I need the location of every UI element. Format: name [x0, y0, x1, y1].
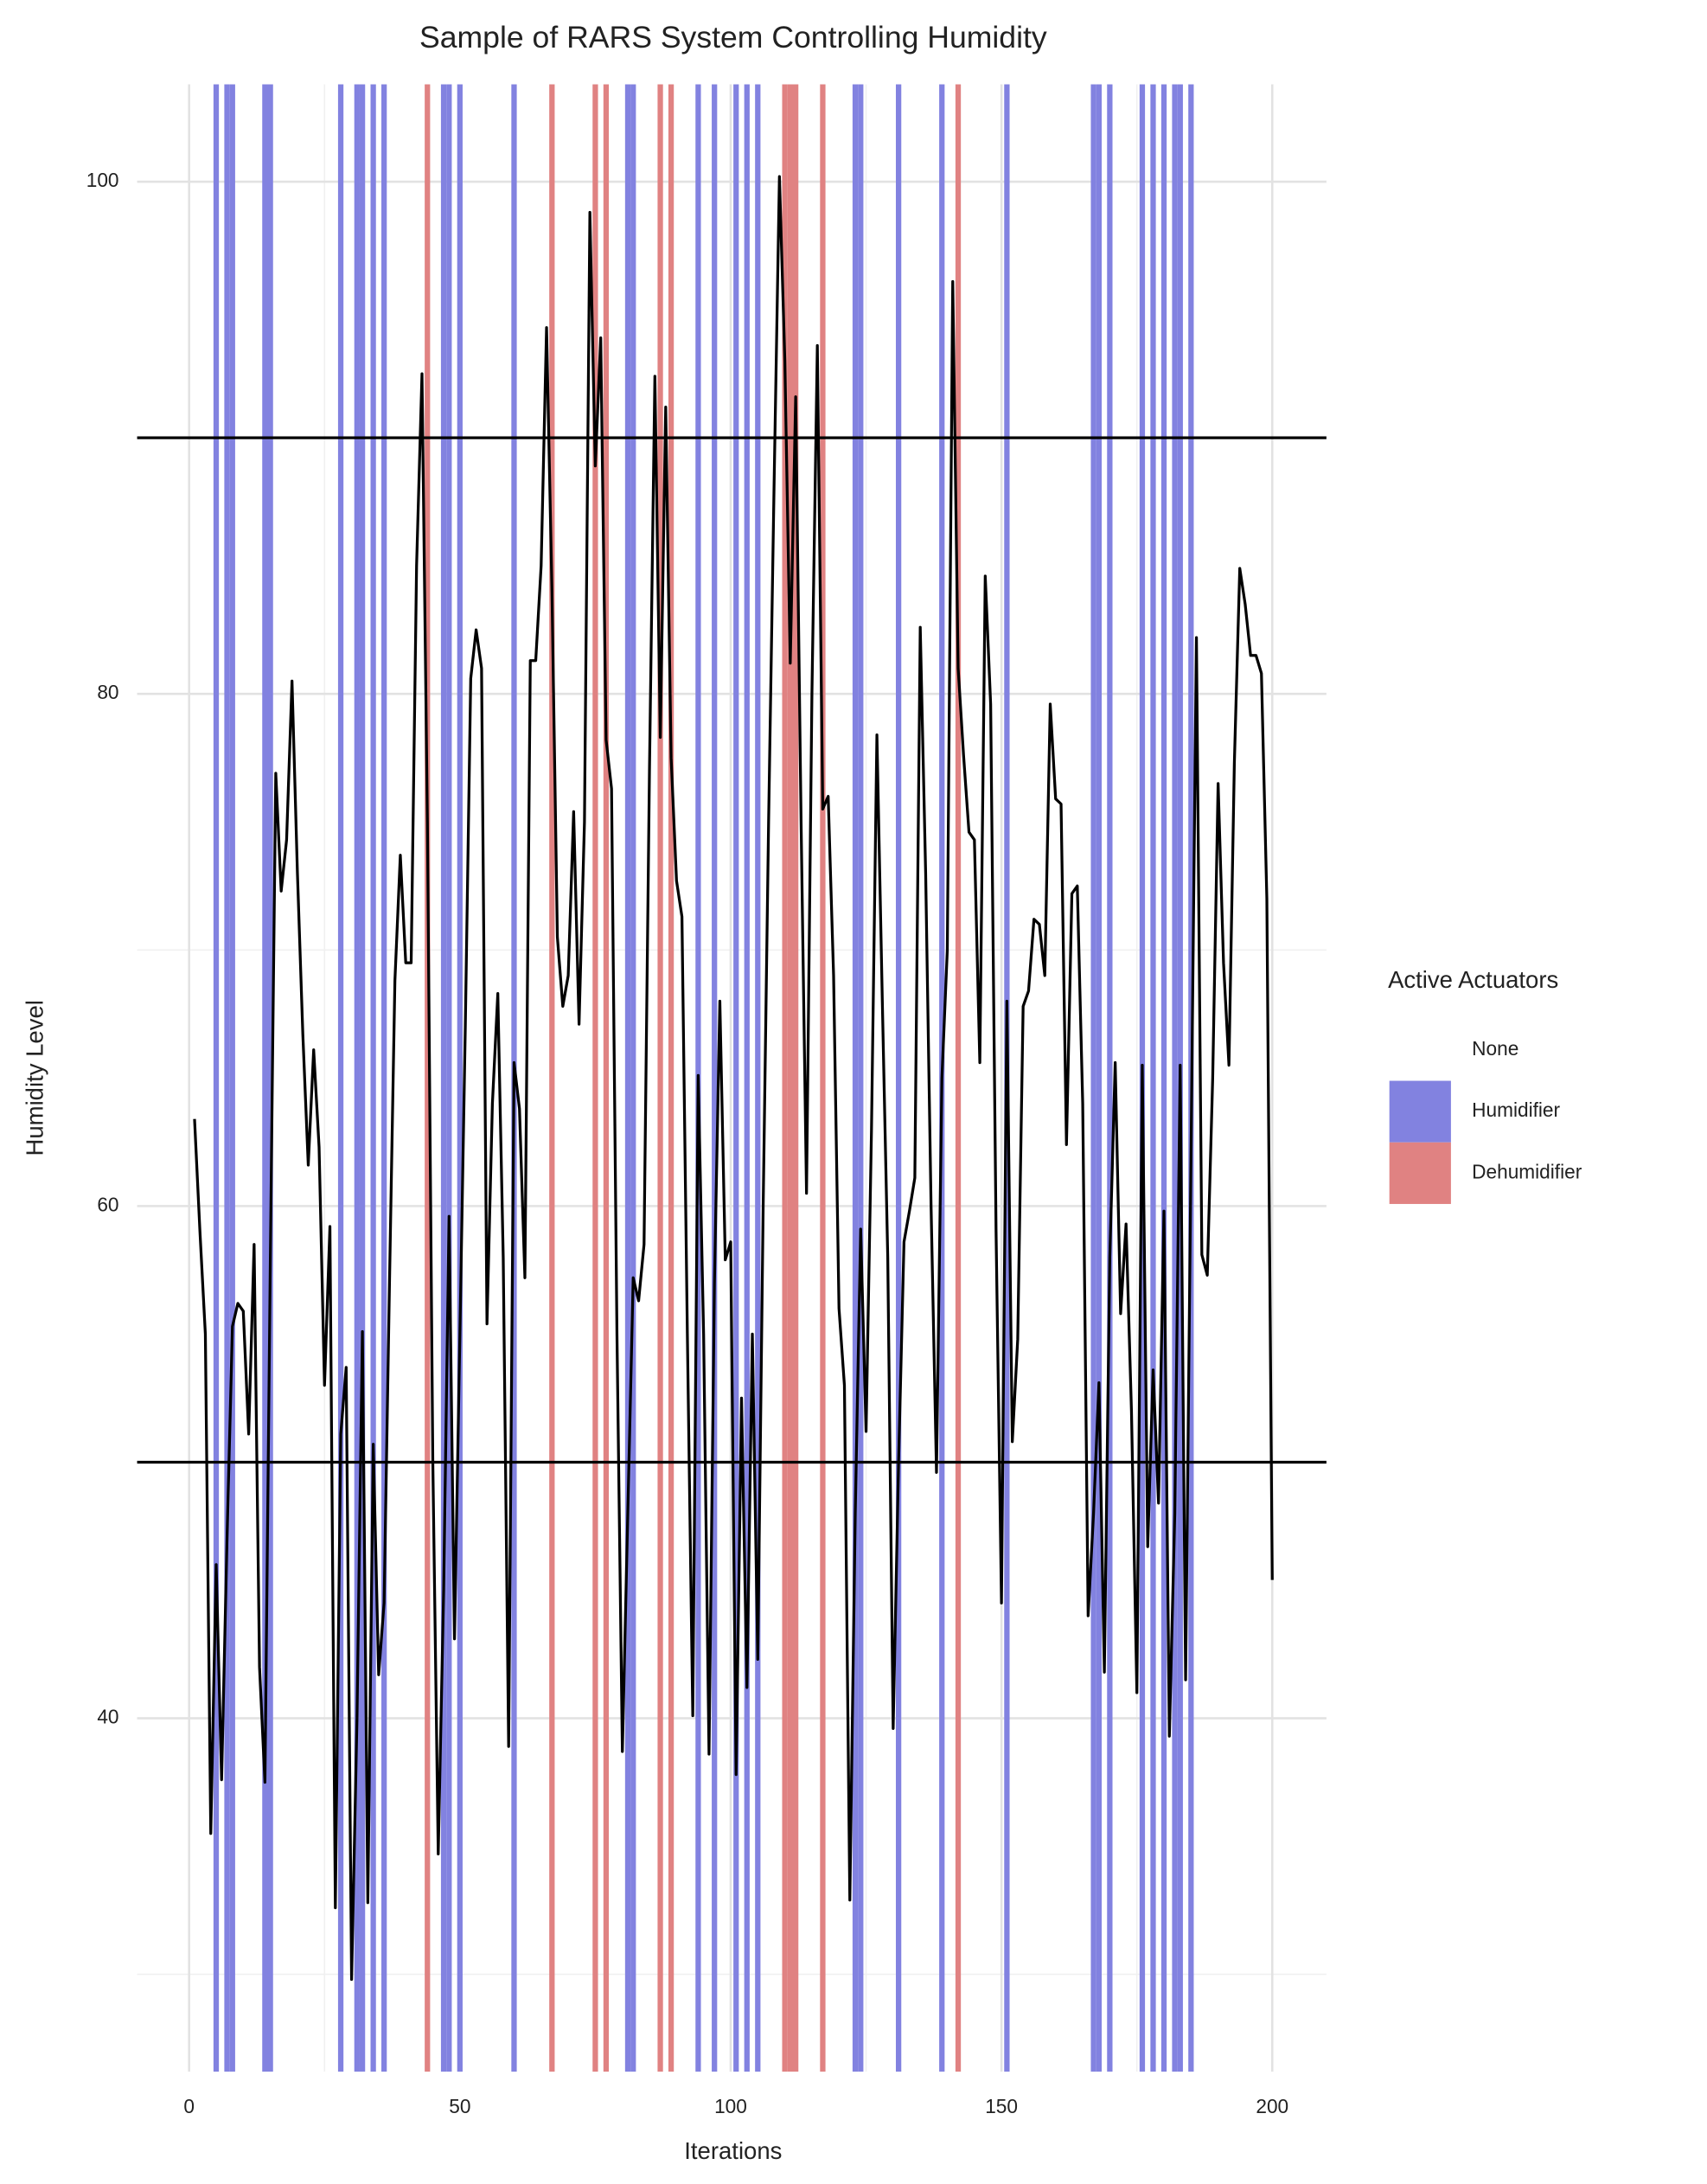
- legend-key: [1389, 1080, 1451, 1143]
- actuator-band: [955, 84, 962, 2072]
- actuator-band: [359, 84, 366, 2072]
- actuator-band: [440, 84, 447, 2072]
- actuator-band: [446, 84, 452, 2072]
- actuator-band: [1096, 84, 1102, 2072]
- y-tick-label: 100: [86, 169, 119, 191]
- chart-title: Sample of RARS System Controlling Humidi…: [419, 20, 1047, 54]
- x-tick-label: 200: [1256, 2095, 1288, 2117]
- x-axis-label: Iterations: [684, 2137, 782, 2164]
- actuator-band: [267, 84, 273, 2072]
- actuator-band: [592, 84, 598, 2072]
- actuator-band: [820, 84, 826, 2072]
- legend-label: None: [1472, 1037, 1518, 1060]
- actuator-band: [1107, 84, 1113, 2072]
- actuator-band: [712, 84, 718, 2072]
- x-tick-label: 150: [985, 2095, 1018, 2117]
- legend-label: Dehumidifier: [1472, 1160, 1582, 1182]
- actuator-band: [630, 84, 636, 2072]
- actuator-band: [425, 84, 431, 2072]
- actuator-band: [1150, 84, 1156, 2072]
- actuator-band: [755, 84, 761, 2072]
- x-tick-label: 100: [714, 2095, 747, 2117]
- legend-key: [1389, 1142, 1451, 1204]
- x-tick-label: 0: [183, 2095, 195, 2117]
- actuator-band: [657, 84, 663, 2072]
- actuator-band: [793, 84, 799, 2072]
- y-tick-label: 80: [97, 681, 118, 703]
- actuator-band: [895, 84, 902, 2072]
- y-tick-label: 60: [97, 1193, 118, 1215]
- x-tick-label: 50: [449, 2095, 470, 2117]
- actuator-band: [733, 84, 739, 2072]
- humidity-line: [193, 175, 1274, 1982]
- actuator-band: [782, 84, 788, 2072]
- actuator-band: [668, 84, 674, 2072]
- actuator-band: [1160, 84, 1167, 2072]
- legend-title: Active Actuators: [1388, 966, 1558, 993]
- actuator-band: [603, 84, 610, 2072]
- actuator-band: [370, 84, 376, 2072]
- actuator-band: [354, 84, 360, 2072]
- actuator-band: [213, 84, 220, 2072]
- actuator-band: [224, 84, 230, 2072]
- actuator-band: [381, 84, 387, 2072]
- actuator-band: [1090, 84, 1096, 2072]
- actuator-band: [1172, 84, 1178, 2072]
- actuator-band: [337, 84, 344, 2072]
- actuator-band: [852, 84, 859, 2072]
- actuator-band: [229, 84, 235, 2072]
- actuator-band: [262, 84, 268, 2072]
- actuator-band: [457, 84, 463, 2072]
- y-axis-label: Humidity Level: [21, 1000, 48, 1156]
- legend-label: Humidifier: [1472, 1098, 1560, 1121]
- y-tick-label: 40: [97, 1706, 118, 1728]
- actuator-band: [858, 84, 864, 2072]
- actuator-band: [624, 84, 631, 2072]
- legend-key: [1389, 1019, 1451, 1081]
- actuator-band: [744, 84, 750, 2072]
- actuator-band: [787, 84, 794, 2072]
- actuator-band: [549, 84, 555, 2072]
